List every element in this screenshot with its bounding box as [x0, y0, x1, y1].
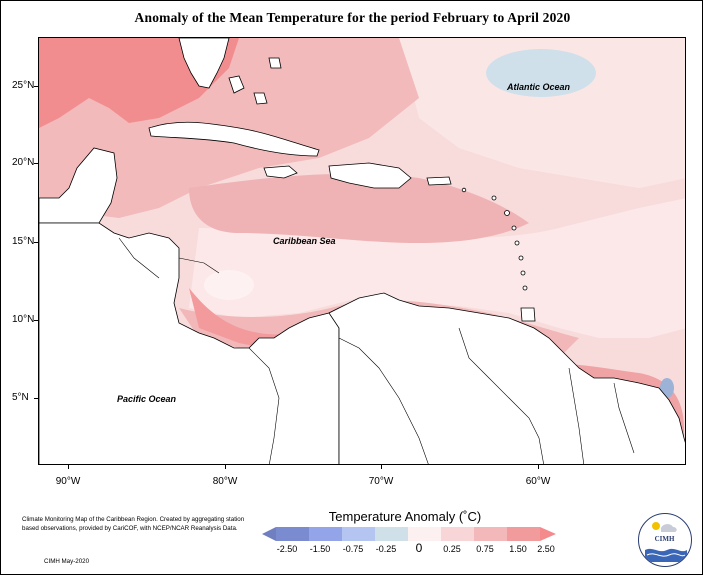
- legend-label: -0.25: [375, 544, 397, 554]
- hispaniola-land: [328, 162, 412, 189]
- colorbar-swatch: [309, 527, 342, 541]
- cimh-logo: CIMH: [638, 513, 692, 567]
- antilles-island-land: [518, 255, 524, 261]
- anomaly-cool-patch-atlantic: [486, 49, 596, 97]
- cuba-land: [148, 121, 320, 157]
- atlantic-ocean-label: Atlantic Ocean: [507, 82, 571, 92]
- land-masses: [39, 38, 685, 464]
- lon-tick: [68, 465, 69, 469]
- border-line: [178, 257, 220, 274]
- legend-colorbar: [262, 527, 556, 541]
- colorbar-swatch: [474, 527, 507, 541]
- colorbar-swatch: [342, 527, 375, 541]
- antilles-island-land: [504, 210, 510, 216]
- colorbar-swatch: [276, 527, 309, 541]
- anomaly-light-zone-north: [399, 38, 685, 188]
- florida-land: [178, 38, 230, 89]
- lat-tick: [34, 242, 38, 243]
- bahamas-land: [228, 75, 245, 94]
- anomaly-map: Atlantic Ocean Caribbean Sea Pacific Oce…: [38, 37, 686, 465]
- lat-tick: [34, 86, 38, 87]
- legend-label: 1.50: [509, 544, 527, 554]
- border-line: [248, 347, 280, 464]
- legend-label: 0.75: [476, 544, 494, 554]
- bahamas-land: [253, 92, 268, 105]
- colorbar-swatch: [507, 527, 540, 541]
- trinidad-land: [520, 307, 536, 322]
- colorbar-swatch: [441, 527, 474, 541]
- antilles-island-land: [522, 285, 528, 291]
- caribbean-sea-label: Caribbean Sea: [273, 236, 336, 246]
- antilles-island-land: [520, 270, 526, 276]
- border-line: [613, 382, 635, 454]
- lon-tick: [381, 465, 382, 469]
- map-canvas: [39, 38, 685, 464]
- wave-line-icon: [646, 553, 686, 557]
- lon-label-90w: 90°W: [55, 476, 81, 487]
- lat-label-20n: 20°N: [12, 157, 35, 168]
- country-borders: [118, 237, 635, 464]
- lon-label-60w: 60°W: [525, 476, 551, 487]
- border-line: [568, 367, 585, 464]
- south-america-land: [328, 292, 685, 464]
- map-credit: Climate Monitoring Map of the Caribbean …: [22, 516, 245, 532]
- cloud-icon: [661, 524, 677, 532]
- legend-label: -2.50: [276, 544, 298, 554]
- lat-tick: [34, 163, 38, 164]
- antilles-island-land: [491, 195, 497, 201]
- legend-label: 0: [415, 541, 423, 555]
- lon-label-80w: 80°W: [212, 476, 238, 487]
- border-line: [458, 327, 544, 464]
- jamaica-land: [263, 165, 298, 179]
- puerto-rico-land: [426, 176, 452, 186]
- colorbar-swatch: [375, 527, 408, 541]
- lat-tick: [34, 320, 38, 321]
- anomaly-light-spot: [204, 270, 254, 300]
- map-title: Anomaly of the Mean Temperature for the …: [134, 10, 571, 25]
- lon-tick: [538, 465, 539, 469]
- lat-label-5n: 5°N: [12, 392, 29, 403]
- legend-title: Temperature Anomaly (˚C): [328, 509, 482, 524]
- legend-label: -1.50: [309, 544, 331, 554]
- lat-label-25n: 25°N: [12, 80, 35, 91]
- map-credit-date: CIMH May-2020: [44, 558, 90, 565]
- lat-tick: [34, 398, 38, 399]
- colorbar-arrow-left: [262, 527, 276, 541]
- legend-label: 2.50: [537, 544, 555, 554]
- cimh-logo-graphic: [645, 522, 687, 562]
- border-line: [118, 237, 160, 279]
- legend-label: 0.25: [443, 544, 461, 554]
- antilles-island-land: [514, 240, 520, 246]
- sun-icon: [652, 522, 660, 530]
- pacific-ocean-label: Pacific Ocean: [117, 394, 177, 404]
- bahamas-land: [268, 57, 282, 69]
- antilles-island-land: [461, 187, 467, 193]
- colorbar-swatch: [408, 527, 441, 541]
- lat-label-15n: 15°N: [12, 236, 35, 247]
- lon-tick: [225, 465, 226, 469]
- legend-label: -0.75: [342, 544, 364, 554]
- lon-label-70w: 70°W: [368, 476, 394, 487]
- cimh-logo-text: CIMH: [654, 535, 675, 543]
- anomaly-medium-zone-caribbean: [189, 173, 529, 243]
- border-line: [338, 337, 429, 464]
- antilles-island-land: [511, 225, 517, 231]
- colorbar-arrow-right: [540, 527, 556, 541]
- lat-label-10n: 10°N: [12, 314, 35, 325]
